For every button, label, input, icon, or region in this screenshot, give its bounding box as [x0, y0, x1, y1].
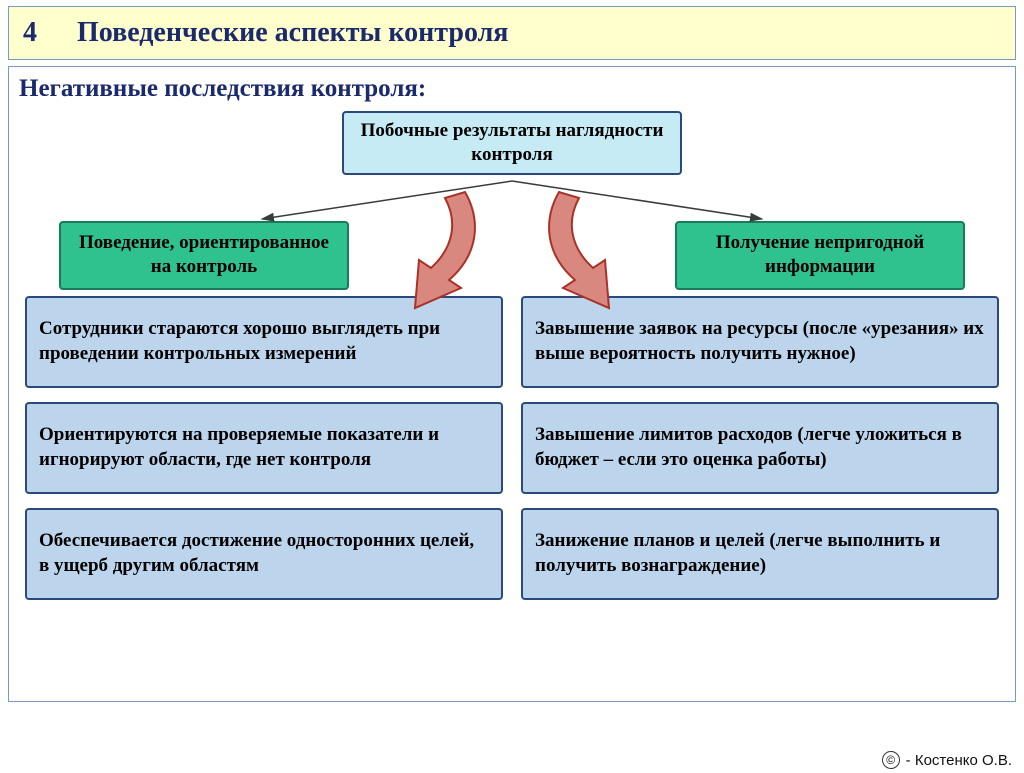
- content-frame: Негативные последствия контроля: Побочны…: [8, 66, 1016, 702]
- left-item-1-text: Сотрудники стараются хорошо выглядеть пр…: [39, 317, 489, 366]
- slide-title: Поведенческие аспекты контроля: [77, 17, 508, 49]
- branch-right: Получение непригодной информации: [675, 221, 965, 290]
- left-item-3: Обеспечивается достижение односторонних …: [25, 508, 503, 600]
- slide-header: 4 Поведенческие аспекты контроля: [8, 6, 1016, 60]
- left-item-2-text: Ориентируются на проверяемые показатели …: [39, 423, 489, 472]
- left-item-3-text: Обеспечивается достижение односторонних …: [39, 529, 489, 578]
- branch-right-label: Получение непригодной информации: [716, 232, 924, 278]
- curved-arrows-zone: [19, 162, 1005, 182]
- branch-left-label: Поведение, ориентированное на контроль: [79, 232, 329, 278]
- curved-arrow-right-icon: [535, 184, 655, 324]
- curved-arrow-left-icon: [369, 184, 489, 324]
- left-item-2: Ориентируются на проверяемые показатели …: [25, 402, 503, 494]
- right-item-2-text: Завышение лимитов расходов (легче уложит…: [535, 423, 985, 472]
- right-item-2: Завышение лимитов расходов (легче уложит…: [521, 402, 999, 494]
- branch-left: Поведение, ориентированное на контроль: [59, 221, 349, 290]
- slide-number: 4: [23, 17, 37, 49]
- footer-author: - Костенко О.В.: [906, 752, 1012, 769]
- copyright-icon: ©: [882, 751, 900, 769]
- left-column: Сотрудники стараются хорошо выглядеть пр…: [25, 296, 503, 600]
- right-column: Завышение заявок на ресурсы (после «урез…: [521, 296, 999, 600]
- root-node-label: Побочные результаты наглядности контроля: [361, 120, 664, 165]
- branch-arrows: [192, 179, 832, 221]
- subtitle: Негативные последствия контроля:: [19, 75, 1005, 103]
- branch-row: Поведение, ориентированное на контроль П…: [59, 221, 965, 290]
- columns: Сотрудники стараются хорошо выглядеть пр…: [25, 296, 999, 600]
- right-item-3-text: Занижение планов и целей (легче выполнит…: [535, 529, 985, 578]
- right-item-1-text: Завышение заявок на ресурсы (после «урез…: [535, 317, 985, 366]
- right-item-3: Занижение планов и целей (легче выполнит…: [521, 508, 999, 600]
- footer: © - Костенко О.В.: [882, 751, 1012, 769]
